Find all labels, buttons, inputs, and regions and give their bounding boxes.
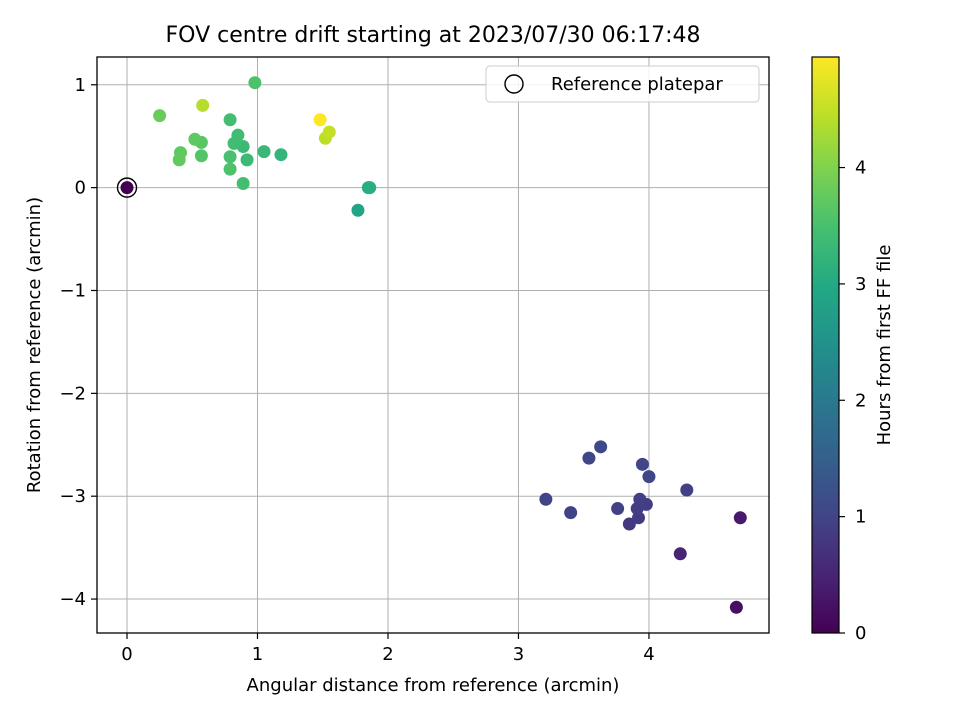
scatter-point: [564, 506, 578, 520]
scatter-point: [257, 145, 271, 159]
scatter-point: [223, 113, 237, 127]
scatter-point: [227, 136, 241, 150]
legend-box: [485, 65, 760, 103]
scatter-point: [313, 113, 327, 127]
y-axis-ticks: −4 −3 −2 −1 0 1: [59, 75, 97, 610]
scatter-point: [729, 600, 743, 614]
y-tick-label: −2: [59, 383, 86, 404]
scatter-point: [194, 149, 208, 163]
x-axis-label: Angular distance from reference (arcmin): [247, 675, 620, 696]
scatter-point: [680, 483, 694, 497]
scatter-point: [622, 517, 636, 531]
x-tick-label: 3: [513, 644, 524, 665]
y-tick-label: −1: [59, 280, 86, 301]
scatter-point: [594, 440, 608, 454]
scatter-point: [363, 181, 377, 195]
x-tick-label: 4: [643, 644, 654, 665]
legend-label: Reference platepar: [551, 74, 723, 95]
scatter-point: [673, 547, 687, 561]
legend-marker-icon: [504, 74, 524, 94]
y-tick-label: 1: [75, 75, 86, 96]
grid-lines: [97, 57, 769, 633]
y-tick-label: −4: [59, 589, 86, 610]
colorbar-tick-label: 4: [855, 158, 866, 179]
scatter-point: [172, 153, 186, 167]
colorbar-label: Hours from first FF file: [874, 245, 895, 446]
scatter-point: [351, 203, 365, 217]
x-tick-label: 1: [252, 644, 263, 665]
scatter-point: [223, 150, 237, 164]
y-tick-label: −3: [59, 486, 86, 507]
scatter-point: [153, 109, 167, 123]
colorbar-tick-label: 2: [855, 390, 866, 411]
x-tick-label: 2: [382, 644, 393, 665]
scatter-point: [248, 76, 262, 90]
plot-frame: [96, 56, 770, 634]
colorbar-tick-label: 0: [855, 623, 866, 644]
scatter-point: [188, 132, 202, 146]
colorbar-tick-label: 3: [855, 274, 866, 295]
scatter-point: [733, 511, 747, 525]
colorbar: 0 1 2 3 4 Hours from first FF file: [811, 56, 895, 644]
scatter-point: [635, 457, 649, 471]
colorbar-gradient: [811, 56, 840, 634]
scatter-point: [582, 451, 596, 465]
chart-title: FOV centre drift starting at 2023/07/30 …: [166, 23, 701, 48]
scatter-point: [633, 492, 647, 506]
y-axis-label: Rotation from reference (arcmin): [24, 197, 45, 493]
scatter-point: [223, 162, 237, 176]
reference-marker: [116, 177, 138, 198]
scatter-point: [196, 98, 210, 112]
scatter-point: [611, 502, 625, 516]
x-tick-label: 0: [121, 644, 132, 665]
scatter-point: [642, 470, 656, 484]
legend: Reference platepar: [485, 65, 760, 103]
scatter-point: [120, 181, 134, 195]
colorbar-tick-label: 1: [855, 507, 866, 528]
scatter-point: [236, 177, 250, 191]
scatter-point: [322, 125, 336, 139]
y-tick-label: 0: [75, 178, 86, 199]
scatter-point: [274, 148, 288, 162]
scatter-points: [116, 76, 747, 614]
scatter-point: [539, 492, 553, 506]
scatter-point: [240, 153, 254, 167]
x-axis-ticks: 0 1 2 3 4: [121, 633, 655, 665]
colorbar-ticks: 0 1 2 3 4: [839, 158, 866, 644]
